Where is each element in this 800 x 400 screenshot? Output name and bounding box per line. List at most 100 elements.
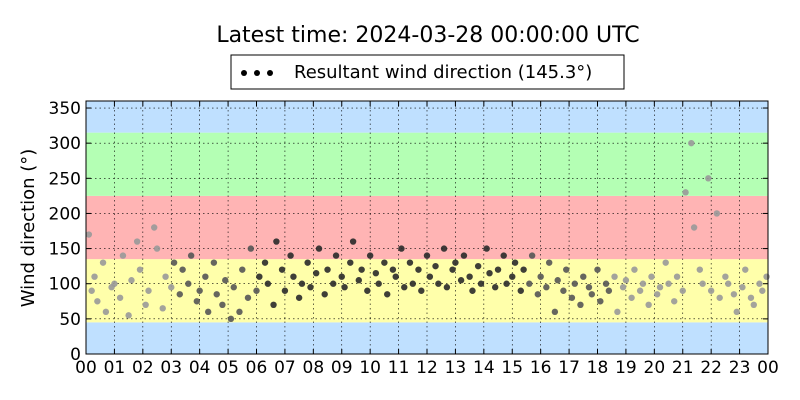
data-point — [690, 224, 698, 231]
x-tick-label: 00 — [75, 358, 97, 378]
data-point — [145, 287, 152, 294]
data-point — [406, 259, 414, 266]
data-point — [713, 210, 721, 217]
data-point — [588, 291, 596, 298]
data-point — [568, 294, 576, 301]
x-tick-label: 17 — [558, 358, 580, 378]
x-tick-label: 18 — [587, 358, 609, 378]
data-point — [707, 287, 715, 294]
data-point — [435, 280, 442, 287]
y-tick-label: 250 — [49, 169, 81, 189]
data-point — [230, 284, 237, 291]
data-point — [253, 287, 260, 294]
data-point — [88, 287, 95, 294]
data-point — [449, 266, 456, 273]
data-point — [330, 280, 337, 287]
data-point — [347, 259, 354, 266]
x-tick-label: 07 — [274, 358, 296, 378]
data-point — [298, 280, 306, 287]
data-point — [597, 298, 604, 305]
data-point — [440, 245, 448, 252]
data-point — [151, 224, 158, 231]
legend: Resultant wind direction (145.3°) — [230, 54, 625, 90]
data-point — [102, 308, 110, 316]
x-tick-label: 03 — [160, 358, 182, 378]
data-point — [159, 305, 166, 312]
data-point — [202, 273, 209, 280]
data-point — [170, 259, 178, 266]
data-point — [366, 252, 374, 259]
data-point — [384, 291, 391, 298]
data-point — [457, 277, 465, 284]
data-point — [273, 238, 280, 245]
data-point — [332, 252, 340, 259]
data-point — [699, 280, 706, 287]
data-point — [168, 284, 175, 291]
data-point — [264, 280, 272, 287]
data-point — [656, 284, 664, 291]
data-point — [307, 284, 314, 291]
data-point — [204, 308, 212, 316]
data-point — [91, 273, 98, 280]
legend-marker-dot — [241, 70, 247, 76]
data-point — [315, 245, 323, 252]
x-tick-label: 05 — [217, 358, 239, 378]
data-point — [116, 294, 124, 301]
data-point — [219, 301, 226, 309]
data-point — [733, 308, 740, 316]
data-point — [290, 273, 297, 280]
x-axis-ticks: 00 01 02 03 04 05 06 07 08 09 10 11 12 13 14 15 16 17 18 19… — [75, 101, 779, 378]
data-point — [679, 287, 686, 294]
data-point — [295, 294, 303, 301]
data-point — [401, 284, 408, 291]
data-point — [287, 252, 294, 259]
data-point — [563, 266, 570, 273]
data-point — [443, 284, 451, 291]
grid-lines — [86, 101, 768, 354]
data-point — [341, 284, 348, 291]
data-point — [466, 273, 473, 280]
x-tick-label: 04 — [189, 358, 211, 378]
data-point — [509, 273, 516, 280]
data-point — [261, 259, 269, 266]
x-tick-label: 16 — [530, 358, 552, 378]
data-point — [381, 259, 388, 266]
x-tick-label: 20 — [644, 358, 666, 378]
legend-box — [230, 54, 625, 90]
data-point — [537, 273, 544, 280]
data-point — [602, 280, 610, 287]
data-point — [750, 301, 757, 309]
data-point — [483, 245, 490, 252]
data-point — [534, 291, 542, 298]
y-axis-label: Wind direction (°) — [18, 149, 39, 308]
data-point — [270, 301, 277, 309]
data-point — [545, 259, 553, 266]
data-point — [671, 298, 678, 305]
data-point — [153, 245, 161, 252]
data-point — [196, 287, 203, 294]
data-point — [244, 294, 252, 301]
data-point — [179, 266, 186, 273]
data-point — [338, 273, 345, 280]
data-point — [611, 273, 618, 280]
data-point — [577, 301, 584, 309]
data-point — [594, 266, 601, 273]
data-point — [312, 269, 320, 277]
x-tick-label: 11 — [388, 358, 410, 378]
data-point — [682, 189, 689, 196]
x-tick-label: 09 — [331, 358, 353, 378]
data-point — [136, 266, 144, 273]
data-point — [364, 287, 371, 294]
data-point — [474, 262, 482, 270]
data-point — [176, 291, 183, 298]
data-point — [452, 259, 459, 266]
data-point — [492, 284, 499, 291]
data-point — [696, 266, 703, 273]
data-point — [759, 287, 766, 294]
data-point — [349, 238, 357, 245]
legend-label: Resultant wind direction (145.3°) — [294, 62, 592, 83]
data-point — [392, 273, 399, 280]
x-tick-label: 21 — [672, 358, 694, 378]
data-point — [324, 266, 331, 273]
